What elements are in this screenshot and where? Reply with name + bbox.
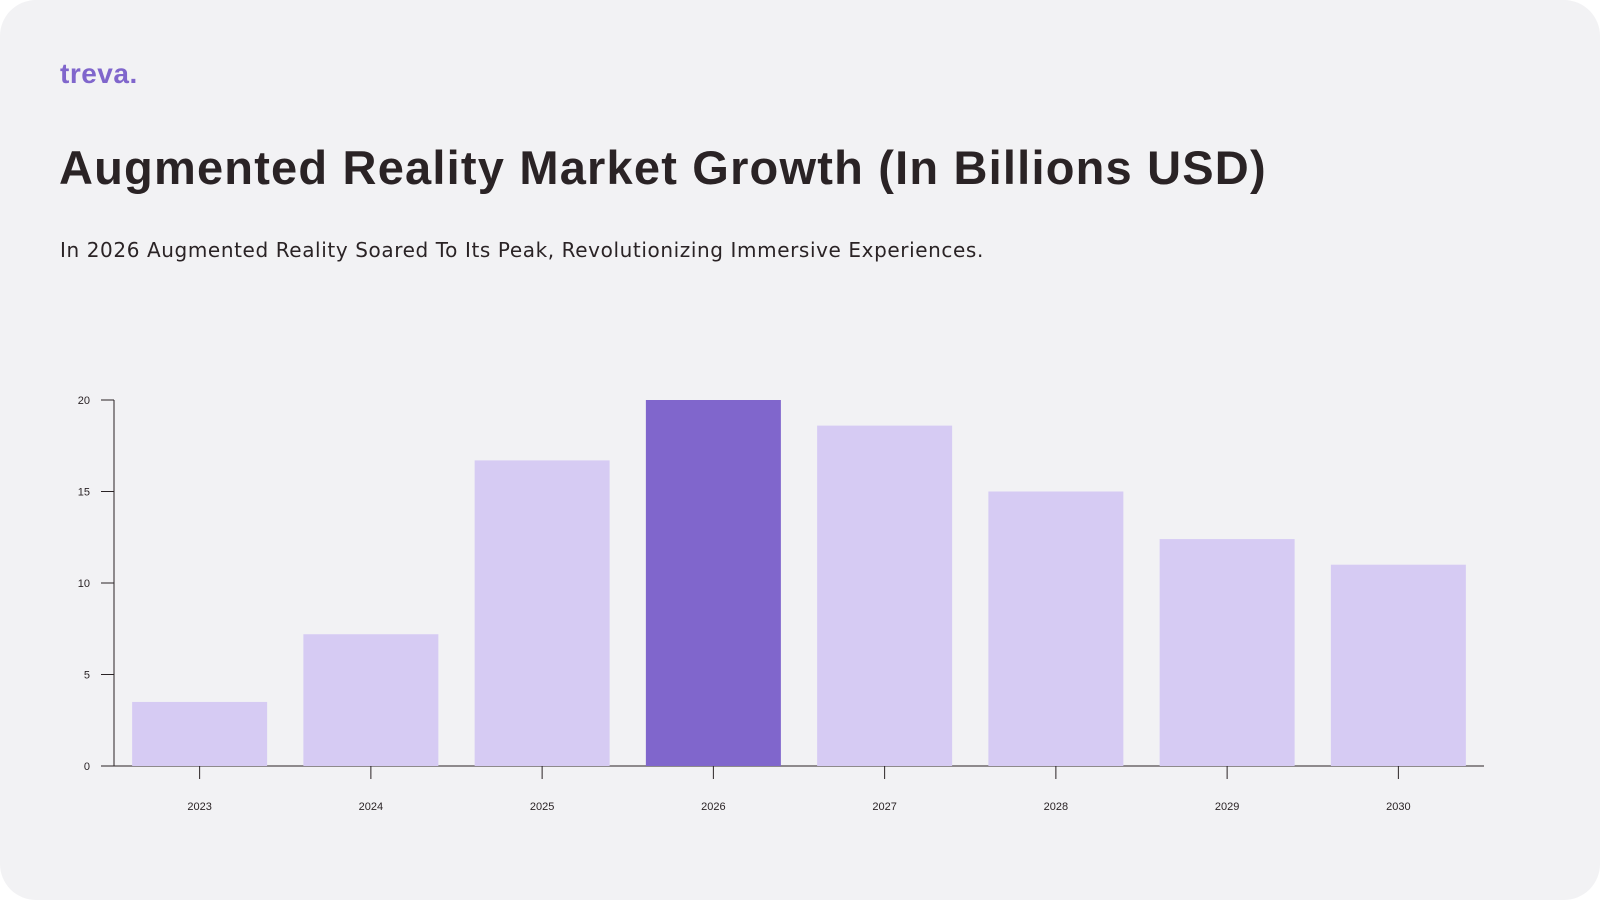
bars <box>132 400 1466 766</box>
y-tick-label: 10 <box>78 578 90 590</box>
x-tick-label: 2025 <box>530 801 554 813</box>
bar-2027 <box>817 425 953 766</box>
y-axis: 0 5 10 15 20 <box>78 395 115 773</box>
y-tick-label: 20 <box>78 395 90 407</box>
x-tick-label: 2027 <box>872 801 896 813</box>
page-subtitle: In 2026 Augmented Reality Soared To Its … <box>60 238 984 262</box>
bar-2023 <box>132 701 268 766</box>
x-axis: 2023 2024 2025 2026 2027 2028 2029 2030 <box>101 765 1484 813</box>
x-tick-label: 2028 <box>1044 801 1068 813</box>
y-tick-label: 15 <box>78 487 90 499</box>
x-tick-label: 2029 <box>1215 801 1239 813</box>
x-tick-label: 2024 <box>359 801 383 813</box>
bar-2024 <box>303 634 439 766</box>
bar-2029 <box>1159 539 1295 766</box>
bar-2026 <box>645 400 781 766</box>
x-tick-label: 2030 <box>1386 801 1410 813</box>
bar-2028 <box>988 491 1124 766</box>
y-tick-label: 5 <box>84 670 90 682</box>
brand-logo: treva. <box>60 58 138 89</box>
x-tick-label: 2023 <box>187 801 211 813</box>
bar-2025 <box>474 460 610 766</box>
page-title: Augmented Reality Market Growth (In Bill… <box>59 141 1267 194</box>
bar-2030 <box>1330 564 1466 766</box>
y-tick-label: 0 <box>84 761 90 773</box>
x-tick-label: 2026 <box>701 801 725 813</box>
